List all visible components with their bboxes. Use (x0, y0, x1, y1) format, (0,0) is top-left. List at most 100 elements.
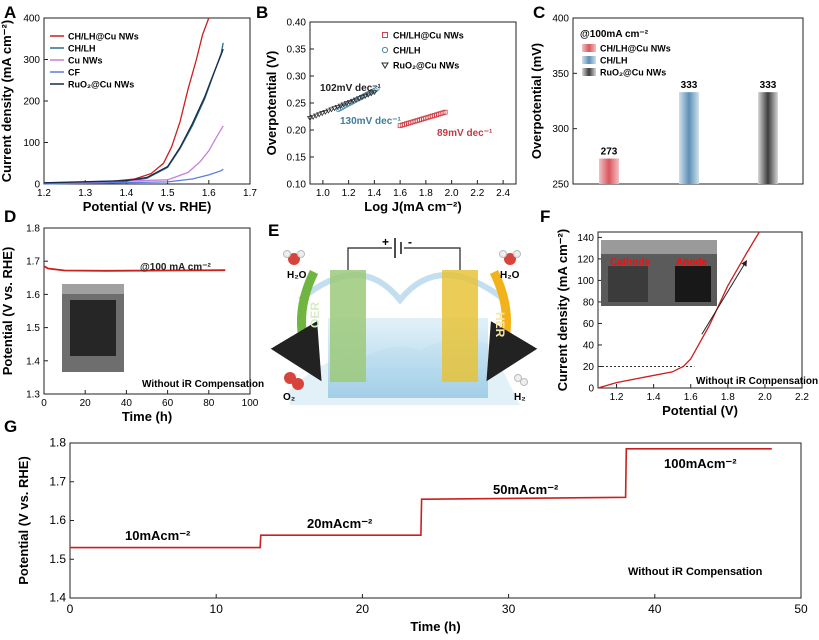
tafel-slope-label: 102mV dec⁻¹ (320, 83, 382, 94)
data-point (340, 102, 347, 108)
x-tick-label: 2.2 (795, 392, 809, 403)
y-axis-label: Current density (mA cm⁻²) (555, 229, 570, 391)
y-tick-label: 400 (552, 14, 569, 25)
anode-label: Anode (676, 257, 708, 268)
x-tick-label: 1.4 (119, 188, 133, 199)
y-tick-label: 100 (577, 276, 594, 287)
data-point (346, 100, 353, 106)
her-electrode (442, 270, 478, 382)
water-molecule-icon-left (283, 250, 305, 265)
legend-entry: Cu NWs (68, 56, 103, 66)
panel-label-c: C (533, 3, 545, 22)
series-line (43, 265, 226, 272)
x-tick-label: 40 (121, 398, 133, 409)
step-current-label: 20mAcm⁻² (307, 516, 373, 531)
legend-swatch (582, 56, 596, 64)
y-axis-label: Potential (V vs. RHE) (16, 456, 31, 585)
legend-entry: CH/LH (68, 44, 96, 54)
legend-entry: CH/LH@Cu NWs (393, 31, 464, 41)
y-tick-label: 300 (23, 55, 40, 66)
series-line (43, 125, 224, 185)
y-tick-label: 140 (577, 233, 594, 244)
x-tick-label: 1.6 (393, 188, 407, 199)
data-point (334, 105, 341, 110)
y-axis-label: Overpotential (V) (264, 51, 279, 156)
x-tick-label: 1.2 (37, 188, 51, 199)
panel-label-f: F (540, 207, 550, 226)
data-point (309, 114, 317, 120)
y-axis-label: Current density (mA cm⁻²) (0, 20, 14, 182)
y-axis-label: Potential (V vs. RHE) (0, 247, 15, 376)
y-tick-label: 80 (583, 297, 595, 308)
y-tick-label: 1.6 (26, 290, 40, 301)
bar (599, 158, 619, 184)
panel-c-overpotential-bars: 250 300 350 400 Overpotential (mV) 273 333 333 @… (529, 14, 804, 191)
series-line (70, 448, 772, 549)
legend-entry: CH/LH (600, 56, 628, 66)
data-point (316, 112, 323, 118)
series-line (43, 48, 224, 184)
y-tick-label: 0 (34, 180, 40, 191)
panel-e-schematic: + - OER HER H₂O H₂O O₂ H₂ (270, 235, 538, 405)
panel-label-g: G (4, 417, 17, 436)
x-tick-label: 1.8 (419, 188, 433, 199)
y-tick-label: 0.30 (287, 72, 307, 83)
y-tick-label: 300 (552, 124, 569, 135)
panel-g-step-stability: 0 10 20 30 40 50 1.4 1.5 1.6 1.7 1.8 Time (h) Potent… (16, 436, 808, 635)
water-molecule-icon-right (499, 250, 521, 265)
cathode-label: Cathode (610, 257, 650, 268)
ir-compensation-note: Without iR Compensation (628, 566, 763, 578)
y-tick-label: 1.4 (26, 356, 40, 367)
legend-entry: RuO₂@Cu NWs (68, 80, 134, 90)
data-point (358, 95, 366, 101)
data-point (328, 107, 335, 113)
panel-label-d: D (4, 207, 16, 226)
y-tick-label: 0 (588, 384, 594, 395)
y-tick-label: 400 (23, 14, 40, 25)
data-point (374, 86, 380, 92)
y-tick-label: 250 (552, 180, 569, 191)
y-tick-label: 1.8 (49, 436, 66, 450)
panel-f-photo: Cathode Anode (601, 240, 717, 306)
y-tick-label: 0.25 (287, 99, 307, 110)
oer-label: OER (308, 302, 322, 328)
oer-electrode (330, 270, 366, 382)
series-line (597, 231, 760, 389)
y-tick-label: 0.10 (287, 180, 307, 191)
x-tick-label: 1.2 (342, 188, 356, 199)
bar (758, 92, 778, 184)
hydrogen-molecule-icon (514, 374, 528, 386)
bar-value-label: 333 (760, 80, 777, 91)
sweep-direction-arrow-icon (701, 260, 747, 335)
x-tick-label: 30 (502, 602, 516, 616)
y-axis-label: Overpotential (mV) (529, 43, 544, 159)
data-point (442, 109, 448, 115)
y-tick-label: 1.5 (26, 323, 40, 334)
data-point (319, 111, 326, 117)
current-density-annotation: @100 mA cm⁻² (140, 262, 211, 273)
data-point (352, 97, 360, 103)
y-tick-label: 1.5 (49, 552, 66, 566)
panel-f-two-electrode: 1.2 1.4 1.6 1.8 2.0 2.2 0 20 40 60 80 100 120 140 Pote… (555, 229, 818, 418)
x-tick-label: 1.5 (161, 188, 175, 199)
current-density-note: @100mA cm⁻² (580, 29, 649, 40)
battery-plus: + (382, 235, 389, 249)
o2-label: O₂ (283, 392, 295, 403)
y-tick-label: 200 (23, 97, 40, 108)
x-tick-label: 1.0 (316, 188, 330, 199)
data-point (313, 113, 320, 119)
data-point (322, 109, 329, 115)
battery-minus: - (408, 235, 412, 249)
panel-d-stability: 0 20 40 60 80 100 1.3 1.4 1.5 1.6 1.7 1.8 Time (h) Po… (0, 224, 264, 425)
oer-arrow-icon (270, 270, 322, 382)
data-point (306, 116, 314, 122)
y-tick-label: 0.15 (287, 153, 307, 164)
y-tick-label: 350 (552, 69, 569, 80)
panel-a-linear-sweep: 1.2 1.3 1.4 1.5 1.6 1.7 0 100 200 300 400 Potential… (0, 14, 257, 215)
series-line (43, 168, 224, 185)
bar-value-label: 273 (601, 147, 618, 158)
x-tick-label: 2.4 (496, 188, 510, 199)
x-tick-label: 1.3 (78, 188, 92, 199)
legend-entry: RuO₂@Cu NWs (393, 61, 459, 71)
step-current-label: 100mAcm⁻² (664, 456, 737, 471)
